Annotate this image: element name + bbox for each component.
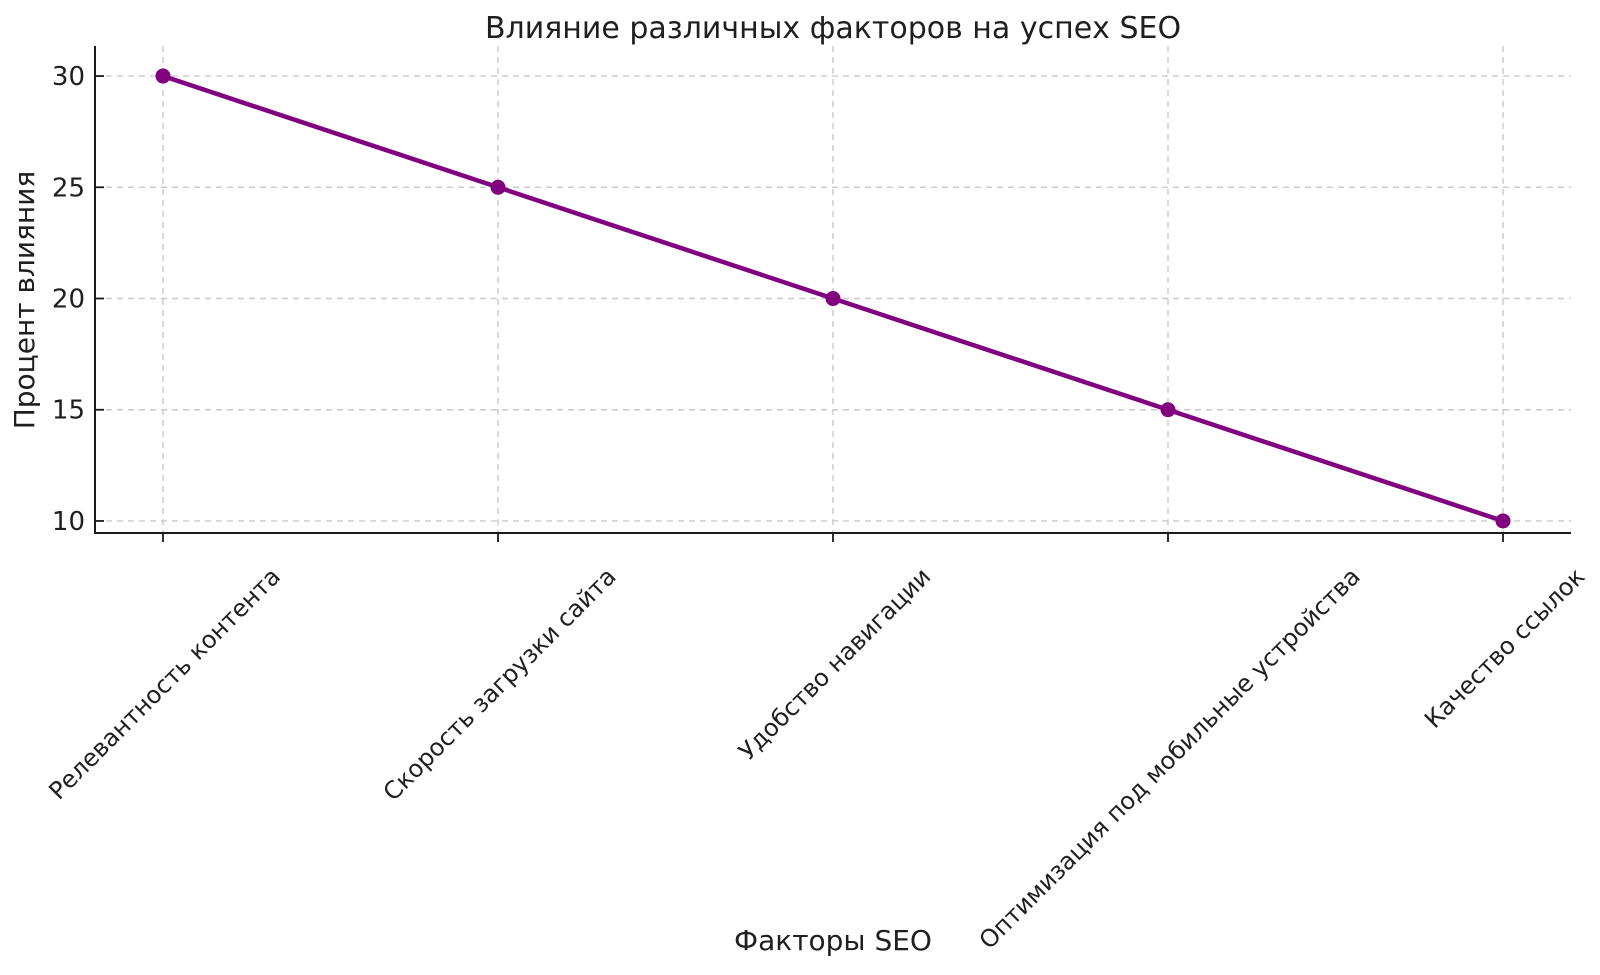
y-tick-label: 15 — [52, 396, 85, 426]
data-point-Удобство навигации — [825, 291, 841, 307]
axes-spines-and-ticks — [94, 46, 1571, 542]
gridlines — [95, 46, 1571, 533]
data-point-Релевантность контента — [155, 68, 171, 84]
tick-labels: 10 15 20 25 30 Релевантность контента Скорость… — [43, 62, 1590, 955]
x-tick-label: Оптимизация под мобильные устройства — [974, 562, 1366, 954]
x-tick-label: Качество ссылок — [1419, 562, 1590, 733]
x-axis-label: Факторы SEO — [734, 924, 932, 957]
y-tick-label: 25 — [52, 173, 85, 203]
data-point-Качество ссылок — [1495, 513, 1511, 529]
data-point-Оптимизация под мобильные устройства — [1160, 402, 1176, 418]
y-tick-label: 20 — [52, 285, 85, 315]
data-point-Скорость загрузки сайта — [490, 179, 506, 195]
chart-title: Влияние различных факторов на успех SEO — [485, 11, 1181, 46]
y-axis-label: Процент влияния — [8, 171, 41, 430]
x-tick-label: Скорость загрузки сайта — [378, 562, 622, 806]
y-tick-label: 10 — [52, 507, 85, 537]
y-tick-label: 30 — [52, 62, 85, 92]
x-tick-label: Удобство навигации — [733, 562, 936, 765]
data-series — [155, 68, 1511, 529]
x-tick-label: Релевантность контента — [43, 562, 286, 805]
